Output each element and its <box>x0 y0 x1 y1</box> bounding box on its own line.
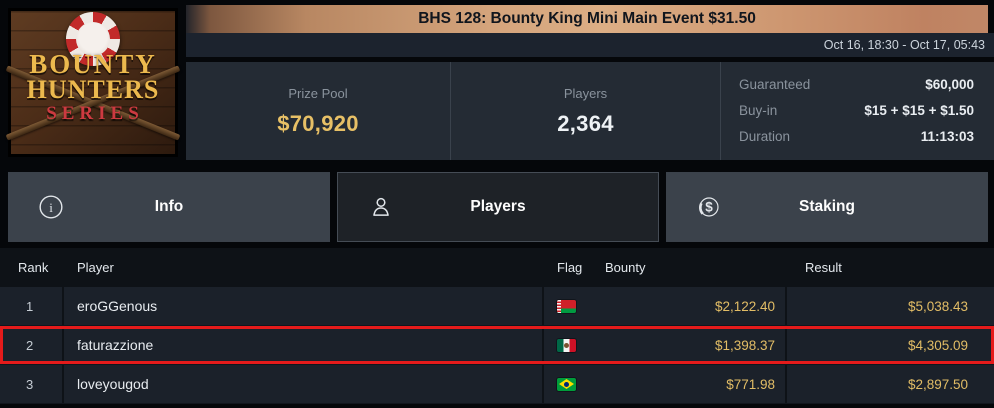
duration-label: Duration <box>739 129 791 144</box>
prize-pool-stat: Prize Pool $70,920 <box>186 62 450 160</box>
rank-cell: 1 <box>26 298 34 314</box>
column-header-bounty: Bounty <box>605 260 646 275</box>
flag-icon-belarus <box>557 299 576 313</box>
bounty-cell: $1,398.37 <box>714 337 775 353</box>
column-header-rank: Rank <box>18 260 49 275</box>
table-row[interactable]: 3 loveyougod $771.98 $2,897.50 <box>0 365 994 404</box>
table-row[interactable]: 1 eroGGenous $2,122.40 $5,038.43 <box>0 287 994 326</box>
players-icon <box>368 194 394 220</box>
rank-cell: 2 <box>26 337 34 353</box>
tab-players[interactable]: Players <box>337 172 659 242</box>
flag-cell <box>542 365 592 403</box>
players-stat: Players 2,364 <box>450 62 720 160</box>
table-row[interactable]: 2 faturazzione $1,398.37 $4,305.09 <box>0 326 994 365</box>
table-header: Rank Player Flag Bounty Result <box>0 248 994 287</box>
prize-pool-value: $70,920 <box>277 110 359 136</box>
player-name: loveyougod <box>62 365 542 403</box>
result-cell: $5,038.43 <box>785 287 994 325</box>
result-cell: $4,305.09 <box>785 326 994 364</box>
buyin-value: $15 + $15 + $1.50 <box>864 103 974 118</box>
prize-pool-label: Prize Pool <box>288 85 348 101</box>
detail-row-buyin: Buy-in $15 + $15 + $1.50 <box>739 98 974 124</box>
players-table: Rank Player Flag Bounty Result 1 eroGGen… <box>0 248 994 404</box>
player-name: eroGGenous <box>62 287 542 325</box>
svg-text:$: $ <box>705 200 713 215</box>
logo-text-series: SERIES <box>46 103 144 124</box>
flag-cell <box>542 326 592 364</box>
buyin-label: Buy-in <box>739 103 778 118</box>
players-label: Players <box>563 85 608 101</box>
tournament-title: BHS 128: Bounty King Mini Main Event $31… <box>186 5 988 33</box>
tournament-details: Guaranteed $60,000 Buy-in $15 + $15 + $1… <box>720 62 994 160</box>
logo-text: BOUNTY HUNTERS SERIES <box>8 49 178 125</box>
rank-cell: 3 <box>26 376 34 392</box>
tab-staking-label: Staking <box>799 198 855 215</box>
logo-text-hunters: HUNTERS <box>26 75 160 104</box>
guaranteed-label: Guaranteed <box>739 77 811 92</box>
flag-icon-mexico <box>557 338 576 352</box>
staking-icon: $ <box>696 194 722 220</box>
players-value: 2,364 <box>557 110 614 136</box>
result-cell: $2,897.50 <box>785 365 994 403</box>
svg-text:i: i <box>49 200 53 215</box>
column-header-result: Result <box>785 248 994 287</box>
tab-info-label: Info <box>154 198 184 215</box>
detail-row-duration: Duration 11:13:03 <box>739 124 974 150</box>
info-icon: i <box>38 194 64 220</box>
bounty-cell: $771.98 <box>726 376 775 392</box>
guaranteed-value: $60,000 <box>925 77 974 92</box>
bounty-cell: $2,122.40 <box>714 298 775 314</box>
players-table-body: 1 eroGGenous $2,122.40 $5,038.43 2 fatur… <box>0 287 994 404</box>
poker-chip-icon <box>66 12 120 66</box>
stats-panel: Prize Pool $70,920 Players 2,364 Guarant… <box>186 62 994 160</box>
duration-value: 11:13:03 <box>920 129 974 144</box>
column-header-player: Player <box>62 248 542 287</box>
bounty-hunters-series-logo: BOUNTY HUNTERS SERIES <box>5 8 181 157</box>
tab-info[interactable]: i Info <box>8 172 330 242</box>
flag-cell <box>542 287 592 325</box>
flag-icon-brazil <box>557 377 576 391</box>
player-name: faturazzione <box>62 326 542 364</box>
detail-row-guaranteed: Guaranteed $60,000 <box>739 72 974 98</box>
logo-text-bounty: BOUNTY <box>29 49 157 79</box>
tab-staking[interactable]: $ Staking <box>666 172 988 242</box>
tournament-date-range: Oct 16, 18:30 - Oct 17, 05:43 <box>186 33 994 57</box>
column-header-flag: Flag <box>542 248 592 287</box>
tab-players-label: Players <box>470 198 526 215</box>
